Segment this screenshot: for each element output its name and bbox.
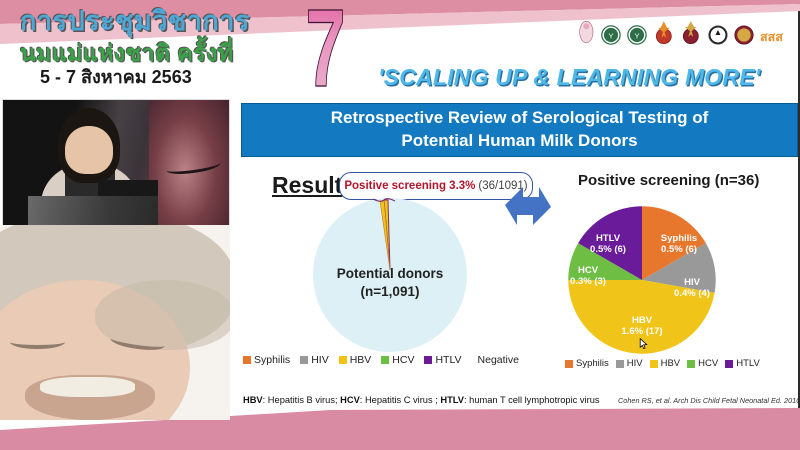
svg-text:Y: Y <box>608 31 613 40</box>
svg-text:สสส: สสส <box>760 30 783 44</box>
svg-text:Y: Y <box>634 31 639 40</box>
